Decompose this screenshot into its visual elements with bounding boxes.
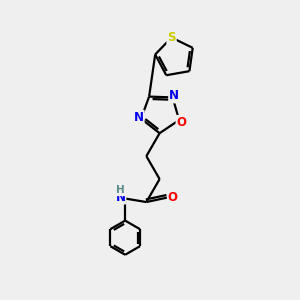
Text: N: N xyxy=(169,89,179,102)
Text: S: S xyxy=(167,31,176,44)
Text: N: N xyxy=(134,111,144,124)
Text: N: N xyxy=(116,190,125,203)
Text: H: H xyxy=(116,185,125,195)
Text: O: O xyxy=(168,191,178,204)
Text: O: O xyxy=(176,116,187,129)
